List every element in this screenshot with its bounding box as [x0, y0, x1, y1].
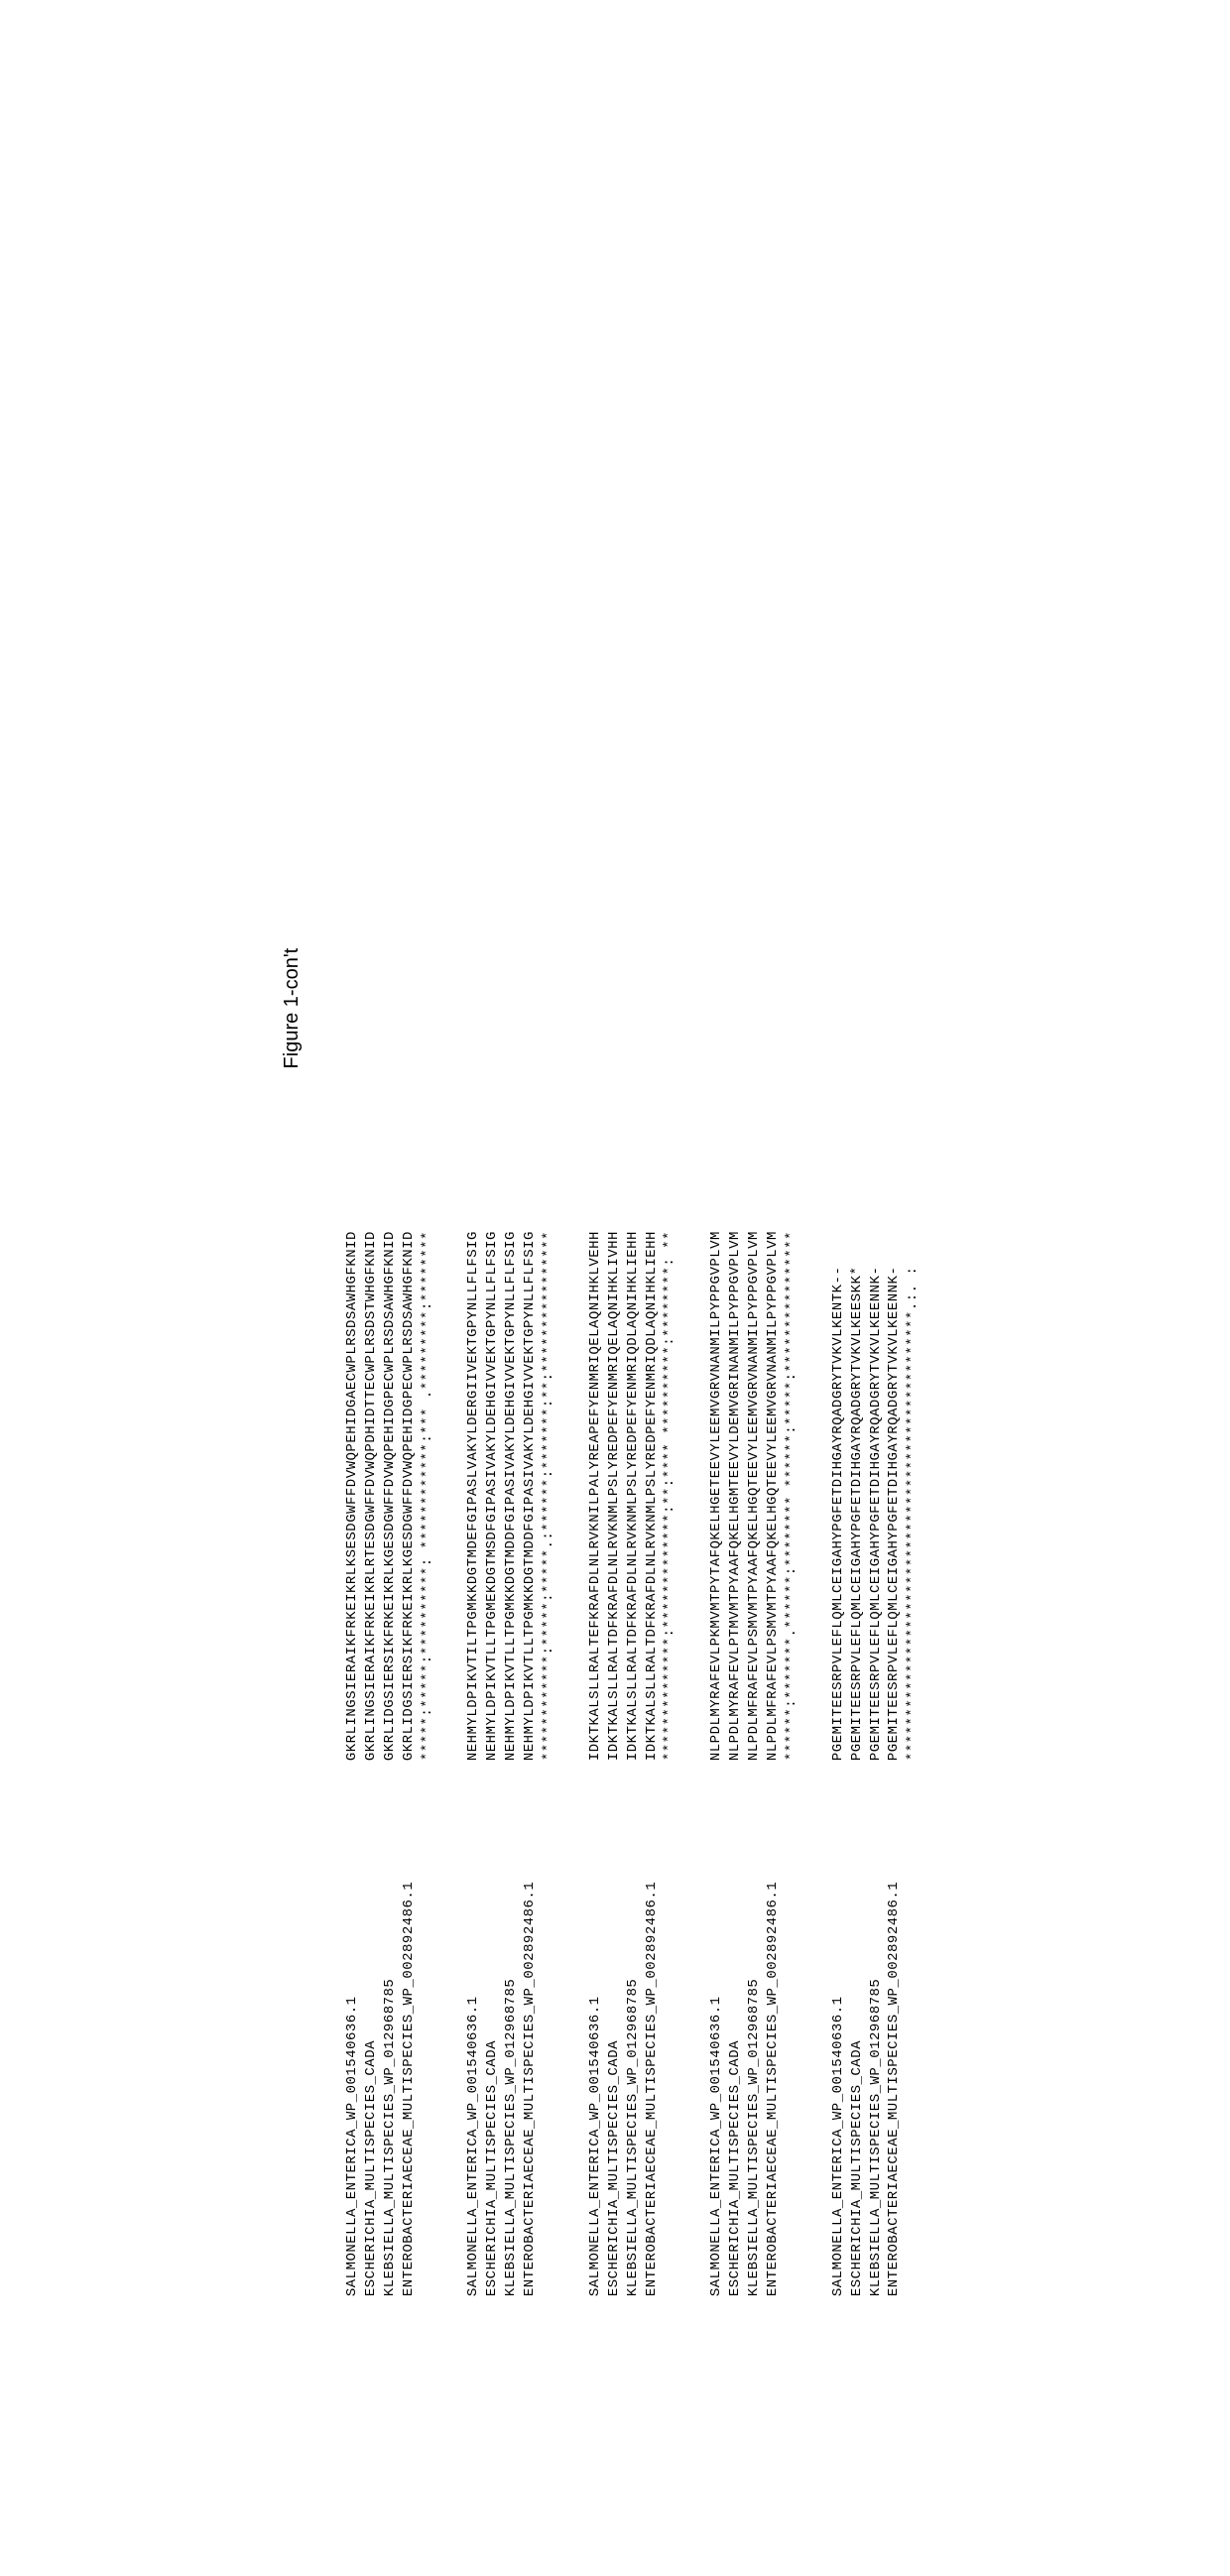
- alignment-row: ENTEROBACTERIAECEAE_MULTISPECIES_WP_0028…: [521, 0, 540, 2296]
- sequence-label: ENTEROBACTERIAECEAE_MULTISPECIES_WP_0028…: [642, 1761, 661, 2296]
- alignment-block: SALMONELLA_ENTERICA_WP_001540636.1NEHMYL…: [464, 0, 557, 2296]
- sequence-label: SALMONELLA_ENTERICA_WP_001540636.1: [707, 1761, 726, 2296]
- alignment-figure: Figure 1-con't SALMONELLA_ENTERICA_WP_00…: [281, 0, 950, 2296]
- sequence: IDKTKALSLLRALTEFKRAFDLNLRVKNILPALYREAPEF…: [586, 1231, 605, 1761]
- alignment-block: SALMONELLA_ENTERICA_WP_001540636.1PGEMIT…: [829, 0, 922, 2296]
- consensus-label: [418, 1761, 436, 2296]
- alignment-row: ESCHERICHIA_MULTISPECIES_CADAIDKTKALSLLR…: [605, 0, 624, 2296]
- sequence-label: KLEBSIELLA_MULTISPECIES_WP_012968785: [381, 1761, 400, 2296]
- sequence: NLPDLMFRAFEVLPSMVMTPYAAFQKELHGQTEEVYLEEM…: [745, 1231, 764, 1761]
- figure-title: Figure 1-con't: [281, 0, 304, 2296]
- consensus-row: **************:*************:**:**** ***…: [661, 0, 679, 2296]
- alignment-row: ESCHERICHIA_MULTISPECIES_CADAGKRLINGSIER…: [362, 0, 381, 2296]
- sequence: GKRLINGSIERAIKFRKEIKRLKSESDGWFFDVWQPEHID…: [343, 1231, 362, 1761]
- sequence: NLPDLMYRAFEVLPKMVMTPYTAFQKELHGETEEVYLEEM…: [707, 1231, 726, 1761]
- sequence-label: SALMONELLA_ENTERICA_WP_001540636.1: [464, 1761, 483, 2296]
- alignment-row: SALMONELLA_ENTERICA_WP_001540636.1GKRLIN…: [343, 0, 362, 2296]
- alignment-row: SALMONELLA_ENTERICA_WP_001540636.1NLPDLM…: [707, 0, 726, 2296]
- alignment-block: SALMONELLA_ENTERICA_WP_001540636.1IDKTKA…: [586, 0, 679, 2296]
- sequence-label: ENTEROBACTERIAECEAE_MULTISPECIES_WP_0028…: [400, 1761, 419, 2296]
- consensus-label: [783, 1761, 801, 2296]
- sequence: NLPDLMYRAFEVLPTMVMTPYAAFQKELHGMTEEVYLDEM…: [726, 1231, 745, 1761]
- alignment-block: SALMONELLA_ENTERICA_WP_001540636.1GKRLIN…: [343, 0, 436, 2296]
- sequence-label: KLEBSIELLA_MULTISPECIES_WP_012968785: [866, 1761, 885, 2296]
- sequence: PGEMITEESRPVLEFLQMLCEIGAHYPGFETDIHGAYRQA…: [848, 1266, 867, 1760]
- consensus-label: [904, 1761, 922, 2296]
- consensus-row: ******:*******.******:******** ******:**…: [783, 0, 801, 2296]
- alignment-row: ESCHERICHIA_MULTISPECIES_CADAPGEMITEESRP…: [848, 0, 867, 2296]
- sequence: GKRLIDGSIERSIKFRKEIKRLKGESDGWFFDVWQPEHID…: [400, 1231, 419, 1761]
- sequence-label: SALMONELLA_ENTERICA_WP_001540636.1: [586, 1761, 605, 2296]
- consensus-label: [661, 1761, 679, 2296]
- sequence: NEHMYLDPIKVTLLTPGMKKDGTMDDFGIPASIVAKYLDE…: [502, 1231, 521, 1761]
- sequence: NEHMYLDPIKVTILTPGMKKDGTMDEFGIPASLVAKYLDE…: [464, 1231, 483, 1761]
- alignment-row: SALMONELLA_ENTERICA_WP_001540636.1IDKTKA…: [586, 0, 605, 2296]
- alignment-row: KLEBSIELLA_MULTISPECIES_WP_012968785GKRL…: [381, 0, 400, 2296]
- alignment-row: SALMONELLA_ENTERICA_WP_001540636.1PGEMIT…: [829, 0, 848, 2296]
- alignment-row: KLEBSIELLA_MULTISPECIES_WP_012968785PGEM…: [866, 0, 885, 2296]
- sequence-label: ENTEROBACTERIAECEAE_MULTISPECIES_WP_0028…: [764, 1761, 783, 2296]
- alignment-row: KLEBSIELLA_MULTISPECIES_WP_012968785IDKT…: [624, 0, 643, 2296]
- consensus-sequence: ******:*******.******:******** ******:**…: [783, 1231, 801, 1761]
- alignment-block: SALMONELLA_ENTERICA_WP_001540636.1NLPDLM…: [707, 0, 800, 2296]
- sequence: NLPDLMFRAFEVLPSMVMTPYAAFQKELHGQTEEVYLEEM…: [764, 1231, 783, 1761]
- sequence-label: ESCHERICHIA_MULTISPECIES_CADA: [483, 1761, 502, 2296]
- sequence: PGEMITEESRPVLEFLQMLCEIGAHYPGFETDIHGAYRQA…: [829, 1266, 848, 1760]
- sequence: IDKTKALSLLRALTDFKRAFDLNLRVKNMLPSLYREDPEF…: [624, 1231, 643, 1761]
- sequence: PGEMITEESRPVLEFLQMLCEIGAHYPGFETDIHGAYRQA…: [885, 1266, 904, 1760]
- sequence: PGEMITEESRPVLEFLQMLCEIGAHYPGFETDIHGAYRQA…: [866, 1266, 885, 1760]
- alignment-row: ESCHERICHIA_MULTISPECIES_CADANEHMYLDPIKV…: [483, 0, 502, 2296]
- sequence-label: KLEBSIELLA_MULTISPECIES_WP_012968785: [502, 1761, 521, 2296]
- alignment-row: ENTEROBACTERIAECEAE_MULTISPECIES_WP_0028…: [764, 0, 783, 2296]
- consensus-sequence: *****:*****:**********: ************:***…: [418, 1231, 436, 1761]
- sequence-label: ENTEROBACTERIAECEAE_MULTISPECIES_WP_0028…: [521, 1761, 540, 2296]
- sequence: IDKTKALSLLRALTDFKRAFDLNLRVKNMLPSLYREDPEF…: [642, 1231, 661, 1761]
- consensus-sequence: ************:*****:*****.:******:*******…: [540, 1231, 558, 1761]
- sequence: GKRLIDGSIERSIKFRKEIKRLKGESDGWFFDVWQPEHID…: [381, 1231, 400, 1761]
- sequence-label: ESCHERICHIA_MULTISPECIES_CADA: [848, 1761, 867, 2296]
- consensus-row: ************:*****:*****.:******:*******…: [540, 0, 558, 2296]
- sequence: IDKTKALSLLRALTDFKRAFDLNLRVKNMLPSLYREDPEF…: [605, 1231, 624, 1761]
- alignment-row: SALMONELLA_ENTERICA_WP_001540636.1NEHMYL…: [464, 0, 483, 2296]
- consensus-sequence: ****************************************…: [904, 1266, 922, 1760]
- consensus-sequence: **************:*************:**:**** ***…: [661, 1231, 679, 1761]
- alignment-row: KLEBSIELLA_MULTISPECIES_WP_012968785NLPD…: [745, 0, 764, 2296]
- alignment-row: ENTEROBACTERIAECEAE_MULTISPECIES_WP_0028…: [885, 0, 904, 2296]
- sequence-label: SALMONELLA_ENTERICA_WP_001540636.1: [829, 1761, 848, 2296]
- sequence-label: ESCHERICHIA_MULTISPECIES_CADA: [605, 1761, 624, 2296]
- sequence: NEHMYLDPIKVTLLTPGMEKDGTMSDFGIPASIVAKYLDE…: [483, 1231, 502, 1761]
- sequence-label: KLEBSIELLA_MULTISPECIES_WP_012968785: [624, 1761, 643, 2296]
- sequence-label: ENTEROBACTERIAECEAE_MULTISPECIES_WP_0028…: [885, 1761, 904, 2296]
- consensus-label: [540, 1761, 558, 2296]
- consensus-row: *****:*****:**********: ************:***…: [418, 0, 436, 2296]
- alignment-row: ENTEROBACTERIAECEAE_MULTISPECIES_WP_0028…: [400, 0, 419, 2296]
- sequence-label: ESCHERICHIA_MULTISPECIES_CADA: [726, 1761, 745, 2296]
- sequence-label: SALMONELLA_ENTERICA_WP_001540636.1: [343, 1761, 362, 2296]
- alignment-blocks: SALMONELLA_ENTERICA_WP_001540636.1GKRLIN…: [343, 0, 922, 2296]
- sequence-label: ESCHERICHIA_MULTISPECIES_CADA: [362, 1761, 381, 2296]
- sequence: GKRLINGSIERAIKFRKEIKRLRTESDGWFFDVWQPDHID…: [362, 1231, 381, 1761]
- alignment-row: KLEBSIELLA_MULTISPECIES_WP_012968785NEHM…: [502, 0, 521, 2296]
- sequence: NEHMYLDPIKVTLLTPGMKKDGTMDDFGIPASIVAKYLDE…: [521, 1231, 540, 1761]
- consensus-row: ****************************************…: [904, 0, 922, 2296]
- alignment-row: ESCHERICHIA_MULTISPECIES_CADANLPDLMYRAFE…: [726, 0, 745, 2296]
- alignment-row: ENTEROBACTERIAECEAE_MULTISPECIES_WP_0028…: [642, 0, 661, 2296]
- sequence-label: KLEBSIELLA_MULTISPECIES_WP_012968785: [745, 1761, 764, 2296]
